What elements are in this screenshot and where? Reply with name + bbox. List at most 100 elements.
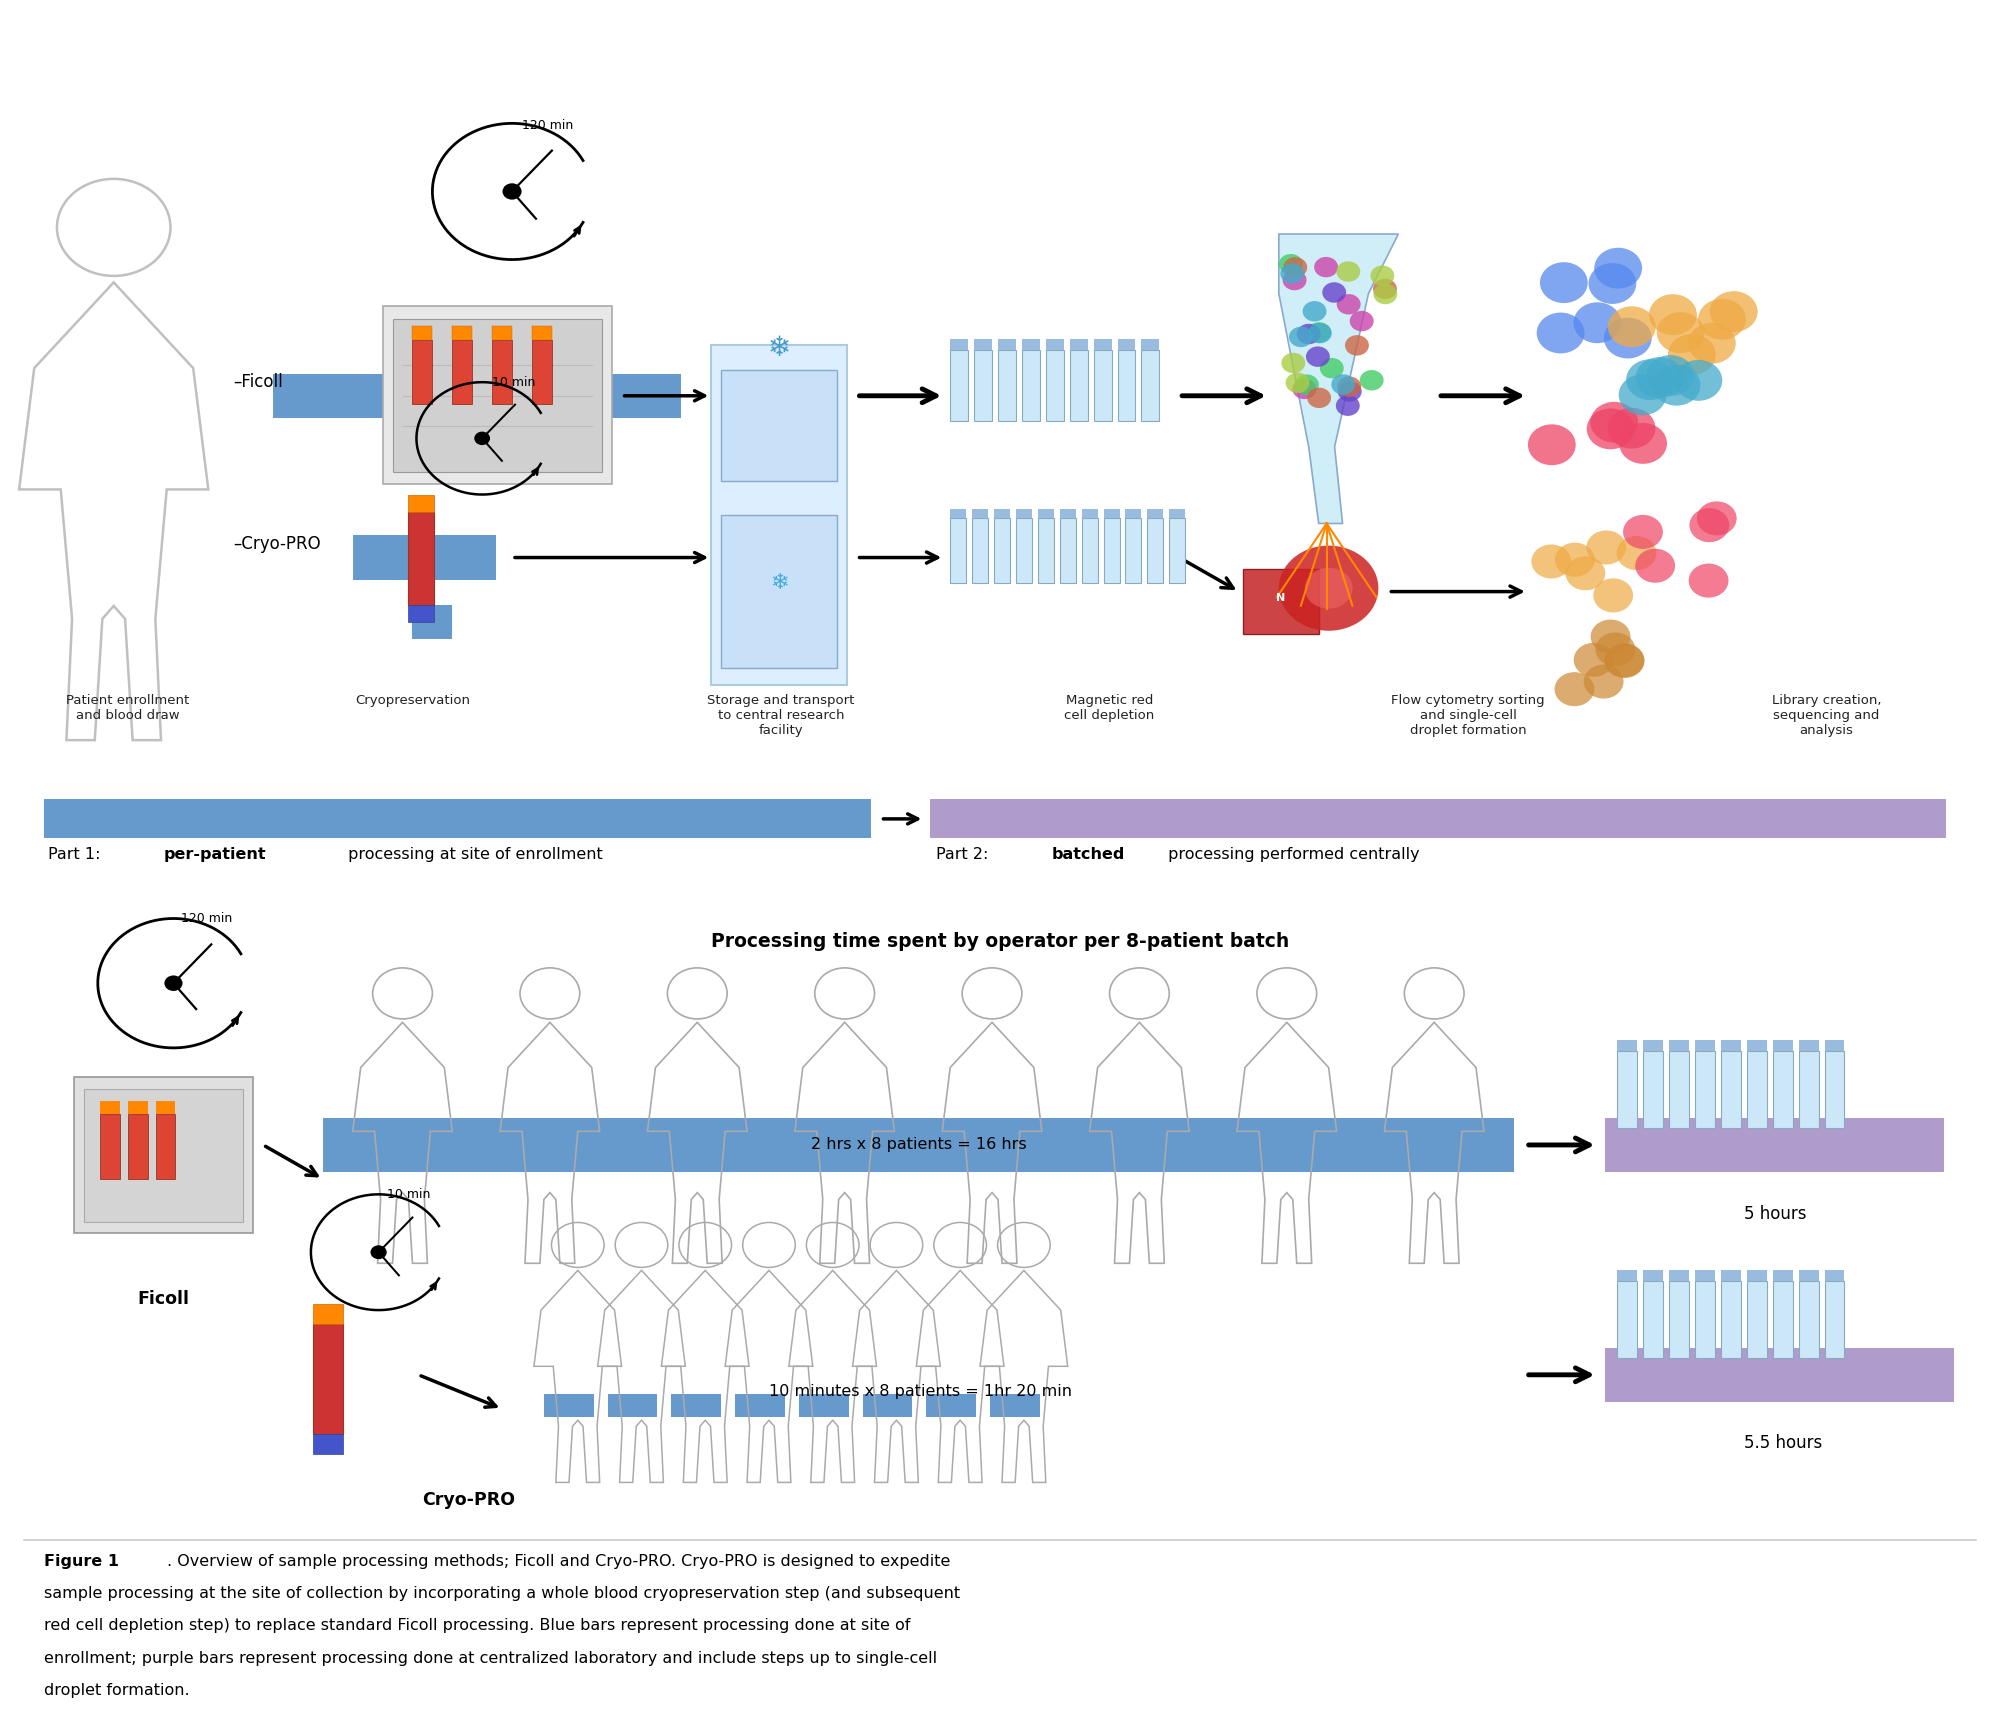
Circle shape	[1302, 301, 1326, 322]
Bar	[1746, 1051, 1766, 1128]
Bar	[1148, 518, 1164, 583]
Circle shape	[1322, 282, 1346, 303]
Bar	[712, 344, 846, 684]
Bar	[1126, 518, 1142, 583]
Bar	[156, 1114, 176, 1179]
Text: N: N	[1276, 594, 1286, 604]
Circle shape	[1350, 311, 1374, 332]
Circle shape	[1284, 257, 1308, 277]
Circle shape	[1574, 643, 1614, 678]
Bar	[1772, 1282, 1792, 1359]
Circle shape	[1698, 299, 1746, 340]
Circle shape	[1674, 359, 1722, 400]
Bar	[492, 339, 512, 404]
Bar	[1696, 1270, 1716, 1282]
Bar	[1824, 1051, 1844, 1128]
Circle shape	[1336, 395, 1360, 416]
Bar	[128, 1100, 148, 1114]
Circle shape	[1374, 279, 1396, 299]
Bar	[998, 349, 1016, 421]
Circle shape	[1338, 376, 1362, 397]
Text: 120 min: 120 min	[182, 912, 232, 926]
Text: droplet formation.: droplet formation.	[44, 1684, 190, 1697]
Bar	[1170, 508, 1186, 518]
Bar	[1022, 349, 1040, 421]
Bar	[1746, 1040, 1766, 1051]
Circle shape	[1604, 318, 1652, 359]
Bar	[1242, 570, 1318, 635]
Bar	[1670, 1051, 1690, 1128]
Circle shape	[1528, 424, 1576, 465]
Bar	[1720, 1270, 1740, 1282]
Bar	[1696, 1040, 1716, 1051]
Circle shape	[1532, 544, 1572, 578]
Bar	[1772, 1270, 1792, 1282]
Bar	[1644, 1040, 1664, 1051]
Bar	[44, 799, 870, 838]
Text: ❄: ❄	[770, 573, 788, 594]
Bar	[1798, 1270, 1818, 1282]
Circle shape	[1566, 556, 1606, 590]
Circle shape	[1278, 546, 1378, 631]
Circle shape	[1308, 323, 1332, 344]
Bar	[1094, 349, 1112, 421]
Text: Library creation,
sequencing and
analysis: Library creation, sequencing and analysi…	[1772, 693, 1882, 737]
Circle shape	[1688, 563, 1728, 597]
Bar	[412, 606, 452, 640]
Bar	[532, 327, 552, 339]
Bar	[798, 1393, 848, 1417]
Text: Ficoll: Ficoll	[138, 1290, 190, 1307]
Bar	[722, 515, 836, 669]
Bar	[1720, 1040, 1740, 1051]
Bar	[1720, 1282, 1740, 1359]
Bar	[1696, 1282, 1716, 1359]
Bar	[1118, 339, 1136, 349]
Bar	[1016, 508, 1032, 518]
Bar	[1104, 518, 1120, 583]
Bar	[1016, 518, 1032, 583]
Bar	[1082, 518, 1098, 583]
Circle shape	[1320, 358, 1344, 378]
Bar	[74, 1076, 254, 1234]
Circle shape	[1554, 542, 1594, 577]
Circle shape	[1308, 388, 1332, 407]
Bar	[1022, 339, 1040, 349]
Circle shape	[1314, 257, 1338, 277]
Bar	[408, 606, 434, 623]
Text: Processing time spent by operator per 8-patient batch: Processing time spent by operator per 8-…	[710, 932, 1290, 951]
Bar	[412, 339, 432, 404]
Text: per-patient: per-patient	[164, 847, 266, 862]
Circle shape	[1554, 672, 1594, 707]
Circle shape	[1636, 549, 1676, 583]
Text: Cryopreservation: Cryopreservation	[354, 693, 470, 707]
Text: Flow cytometry sorting
and single-cell
droplet formation: Flow cytometry sorting and single-cell d…	[1392, 693, 1544, 737]
Circle shape	[1292, 378, 1316, 399]
Circle shape	[1344, 335, 1368, 356]
Text: enrollment; purple bars represent processing done at centralized laboratory and : enrollment; purple bars represent proces…	[44, 1651, 938, 1665]
Bar	[1082, 508, 1098, 518]
Text: 2 hrs x 8 patients = 16 hrs: 2 hrs x 8 patients = 16 hrs	[810, 1138, 1026, 1153]
Circle shape	[1370, 265, 1394, 286]
Circle shape	[1626, 359, 1674, 400]
Circle shape	[1282, 352, 1306, 373]
Bar	[1126, 508, 1142, 518]
Bar	[274, 373, 682, 417]
Bar	[312, 1304, 342, 1324]
Circle shape	[1584, 664, 1624, 698]
Bar	[392, 320, 602, 472]
Bar	[722, 370, 836, 481]
Bar	[1618, 1270, 1638, 1282]
Bar	[452, 339, 472, 404]
Bar	[998, 339, 1016, 349]
Bar	[156, 1100, 176, 1114]
Bar	[994, 518, 1010, 583]
Bar	[736, 1393, 784, 1417]
Circle shape	[1586, 530, 1626, 565]
Circle shape	[1306, 346, 1330, 366]
Bar	[1606, 1348, 1954, 1401]
Circle shape	[1336, 294, 1360, 315]
Bar	[1720, 1051, 1740, 1128]
Circle shape	[1536, 313, 1584, 354]
Circle shape	[1710, 291, 1758, 332]
Bar	[1746, 1282, 1766, 1359]
